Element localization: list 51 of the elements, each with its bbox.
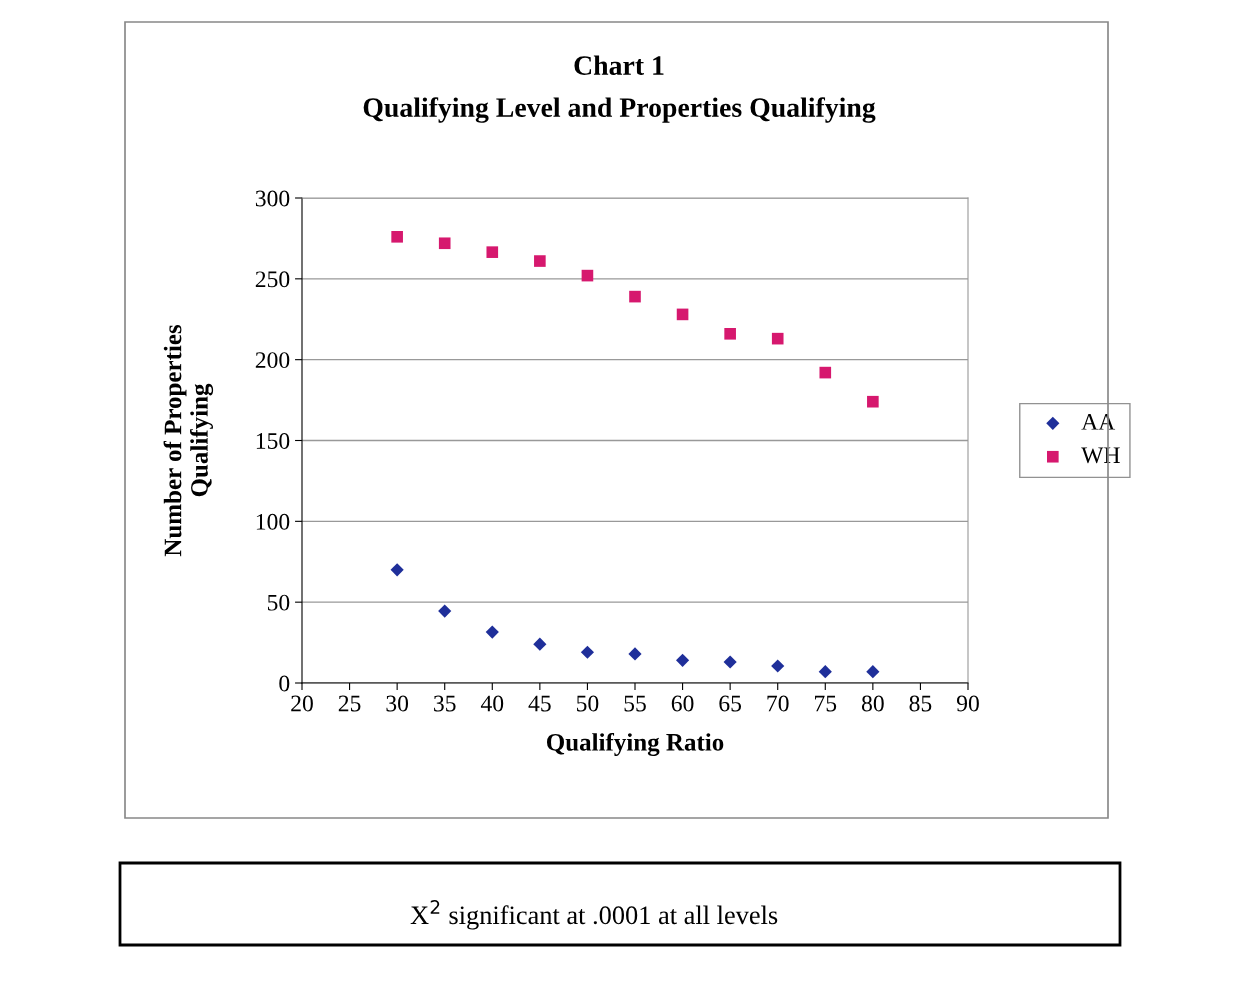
y-tick-label: 300 [255, 190, 290, 207]
x-tick-label: 25 [338, 695, 361, 712]
y-tick-label: 100 [256, 513, 290, 530]
x-tick-label: 40 [480, 695, 504, 712]
y-tick-label: 200 [255, 352, 290, 369]
chart-subtitle: Qualifying Level and Properties Qualifying [363, 97, 876, 123]
point [485, 625, 499, 639]
point [724, 327, 736, 340]
point [771, 659, 785, 673]
point [818, 665, 832, 679]
point [438, 237, 451, 250]
point [438, 604, 452, 618]
point [391, 230, 403, 243]
x-tick-label: 65 [719, 695, 742, 712]
point [580, 645, 595, 659]
x-tick-label: 70 [767, 695, 789, 712]
x-tick-label: 20 [291, 695, 313, 712]
y-tick-label: 50 [267, 594, 290, 611]
x-tick-label: 45 [528, 695, 551, 712]
y-tick-label: 150 [256, 432, 290, 449]
point [675, 653, 690, 667]
y-axis-title: Number of Properties Qualifying [163, 324, 214, 557]
legend-label: WH [1081, 447, 1120, 464]
point [581, 269, 594, 282]
y-tick-label: 250 [255, 271, 290, 288]
point [533, 637, 547, 651]
point [534, 255, 546, 267]
legend-label: AA [1081, 413, 1116, 430]
point [628, 647, 642, 661]
point [723, 655, 737, 669]
text: X$^{2}$ significant at .0001 at all levels [410, 900, 778, 930]
x-tick-label: 35 [434, 695, 456, 712]
x-tick-label: 60 [671, 695, 694, 712]
x-tick-label: 75 [815, 695, 837, 712]
x-axis-title: Qualifying Ratio [546, 732, 724, 757]
x-tick-label: 50 [577, 695, 599, 712]
point [819, 366, 832, 379]
chart-title: Chart 1 [574, 55, 664, 75]
x-tick-label: 55 [624, 695, 646, 712]
x-tick-label: 90 [956, 695, 979, 712]
x-tick-label: 85 [909, 695, 932, 712]
point [771, 332, 784, 345]
point [867, 395, 879, 408]
point [390, 563, 404, 577]
y-tick-label: 0 [279, 675, 290, 692]
point [629, 290, 641, 303]
x-tick-label: 80 [861, 695, 884, 712]
point [676, 308, 689, 321]
x-tick-label: 30 [386, 695, 409, 712]
point [866, 665, 880, 679]
point [486, 246, 499, 258]
